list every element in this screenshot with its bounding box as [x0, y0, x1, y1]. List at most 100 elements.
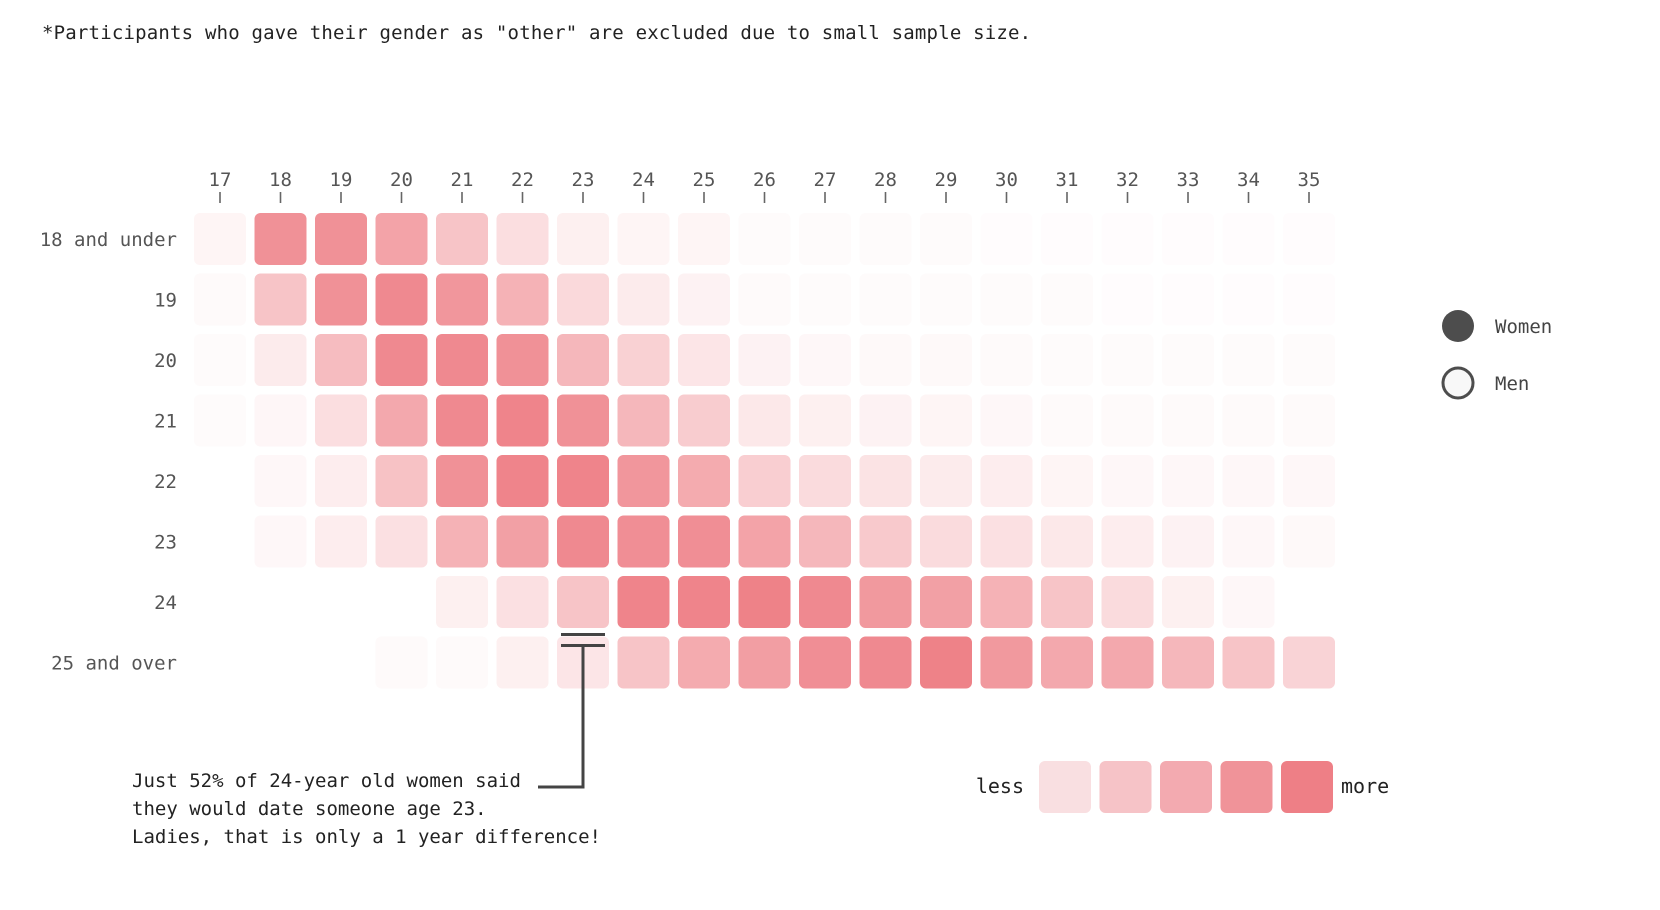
heatmap-cell [678, 273, 730, 326]
heatmap-cell [194, 213, 246, 265]
heatmap-cell [678, 455, 730, 507]
heatmap-cell [1162, 515, 1214, 568]
heatmap-cell [254, 394, 307, 447]
heatmap-cell [375, 394, 428, 447]
heatmap-cell [920, 213, 972, 265]
heatmap-cell [1101, 273, 1154, 326]
heatmap-cell [1222, 455, 1275, 507]
heatmap-cell [799, 334, 851, 386]
heatmap-cell [799, 394, 851, 447]
heatmap-cell [678, 515, 730, 568]
heatmap-cell [738, 334, 791, 386]
heatmap-cell [375, 636, 428, 689]
heatmap-cell [1101, 455, 1154, 507]
heatmap-cell [1283, 515, 1335, 568]
x-tick-label: 21 [451, 169, 474, 191]
heatmap-cell [436, 515, 488, 568]
heatmap-cell [738, 515, 791, 568]
legend-label: Women [1495, 316, 1552, 338]
heatmap-cell [254, 515, 307, 568]
heatmap-cell [315, 455, 367, 507]
heatmap-cell [496, 394, 549, 447]
y-row-label: 21 [154, 411, 177, 433]
x-tick-label: 24 [632, 169, 655, 191]
y-axis-labels: 18 and under 19 20 21 22 23 24 25 and over [40, 229, 177, 675]
x-tick-label: 32 [1116, 169, 1139, 191]
heatmap-cell [1283, 334, 1335, 386]
y-row-label: 24 [154, 592, 177, 614]
heatmap-cell [315, 334, 367, 386]
heatmap-cell [799, 576, 851, 628]
heatmap-cell [920, 636, 972, 689]
annotation-leader-line [538, 646, 585, 789]
annotation-line: Just 52% of 24-year old women said [132, 770, 521, 792]
heatmap-cell [1041, 515, 1093, 568]
heatmap-cell [799, 273, 851, 326]
x-tick-label: 25 [693, 169, 716, 191]
heatmap-cell [859, 273, 912, 326]
y-row-label: 18 and under [40, 229, 177, 251]
heatmap-cell [980, 334, 1033, 386]
heatmap-cell [1222, 334, 1275, 386]
heatmap-cell [1041, 636, 1093, 689]
heatmap-cell [1283, 394, 1335, 447]
heatmap-cell [436, 576, 488, 628]
heatmap-cell [1283, 636, 1335, 689]
scale-swatch [1039, 761, 1091, 813]
heatmap-cell [799, 515, 851, 568]
heatmap-cell [375, 213, 428, 265]
highlight-marker [538, 633, 605, 789]
heatmap-cell [617, 636, 670, 689]
heatmap-cell [1162, 273, 1214, 326]
heatmap-cell [980, 515, 1033, 568]
heatmap-cell [1222, 213, 1275, 265]
legend-women-marker [1442, 310, 1474, 342]
heatmap-cell [920, 576, 972, 628]
heatmap-cell [859, 515, 912, 568]
heatmap-cell [678, 576, 730, 628]
y-row-label: 25 and over [51, 653, 177, 675]
heatmap-cell [375, 455, 428, 507]
annotation-line: they would date someone age 23. [132, 798, 487, 820]
heatmap-cell [1283, 213, 1335, 265]
x-tick-label: 18 [269, 169, 292, 191]
heatmap-cell [980, 455, 1033, 507]
heatmap-cell [557, 394, 609, 447]
heatmap-cell [678, 636, 730, 689]
heatmap-cell [859, 394, 912, 447]
scale-swatch [1220, 761, 1273, 813]
gender-legend: Women Men [1441, 310, 1552, 400]
heatmap-cell [738, 394, 791, 447]
heatmap-cell [1101, 213, 1154, 265]
legend-label: Men [1495, 373, 1529, 395]
heatmap-cell [1222, 636, 1275, 689]
y-row-label: 20 [154, 350, 177, 372]
heatmap-cell [496, 576, 549, 628]
heatmap-cell [1162, 394, 1214, 447]
x-tick-label: 19 [330, 169, 353, 191]
heatmap-cell [1041, 455, 1093, 507]
legend-men-marker [1441, 366, 1475, 400]
heatmap-cell [436, 455, 488, 507]
heatmap-cell [617, 515, 670, 568]
heatmap-cell [1222, 515, 1275, 568]
heatmap-cell [557, 273, 609, 326]
heatmap-cell [920, 273, 972, 326]
scale-more-label: more [1341, 774, 1389, 798]
heatmap-cell [1041, 213, 1093, 265]
heatmap-cell [617, 213, 670, 265]
heatmap-cell [557, 515, 609, 568]
heatmap-cell [859, 334, 912, 386]
x-tick-label: 23 [572, 169, 595, 191]
heatmap-cell [799, 213, 851, 265]
heatmap-cell [254, 455, 307, 507]
heatmap-cell [194, 334, 246, 386]
heatmap-cell [254, 213, 307, 265]
x-tick-label: 35 [1298, 169, 1321, 191]
heatmap-cell [496, 455, 549, 507]
heatmap-cell [738, 273, 791, 326]
x-tick-label: 33 [1177, 169, 1200, 191]
heatmap-cell [436, 273, 488, 326]
heatmap-cell [1101, 636, 1154, 689]
